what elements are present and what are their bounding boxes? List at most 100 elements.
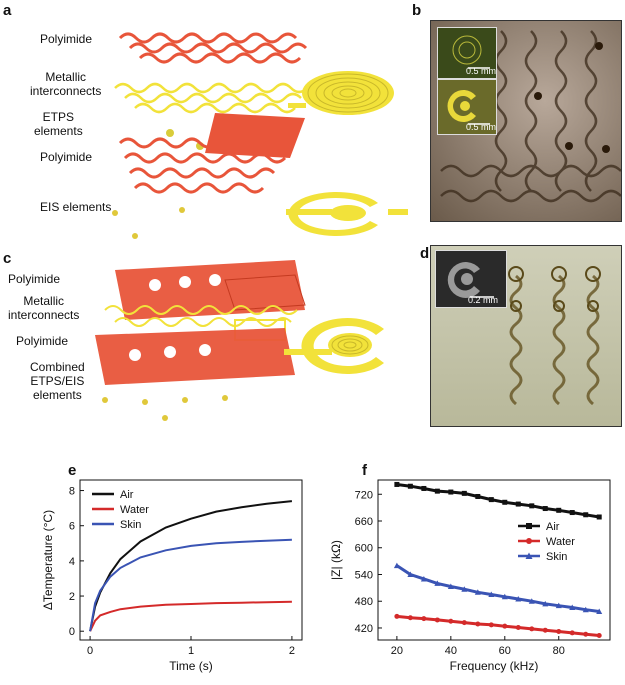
x-tick-label: 0 — [87, 645, 93, 657]
data-point-skin — [393, 562, 400, 569]
x-tick-label: 40 — [445, 645, 457, 657]
chart-e: 0 1 2 0 2 4 6 8 Time (s) ΔTemperature (°C) Air Wate… — [41, 479, 303, 673]
panel-letter-e: e — [68, 462, 77, 479]
y-tick-label: 720 — [355, 489, 373, 501]
data-point-water — [394, 613, 400, 619]
data-point-skin — [555, 602, 562, 609]
metallic-layer — [114, 82, 308, 114]
data-point-skin — [582, 606, 589, 613]
legend-marker — [526, 538, 532, 544]
series-line-air — [396, 483, 600, 519]
chart-f: 20 40 60 80 420 480 540 600 660 720 Frequency (kHz… — [330, 479, 611, 673]
data-point-air — [515, 501, 521, 507]
label-c-combined: Combined ETPS/EIS elements — [30, 360, 85, 402]
legend-label-air: Air — [546, 521, 560, 533]
data-point-air — [529, 503, 535, 509]
panel-letter-b: b — [412, 2, 422, 19]
x-tick-label: 20 — [391, 645, 403, 657]
photo-d: 0.2 mm — [430, 245, 622, 427]
data-point-air — [583, 512, 589, 518]
data-point-water — [529, 626, 535, 632]
y-tick-label: 2 — [69, 591, 75, 603]
data-point-skin — [501, 593, 508, 600]
panel-letter-f: f — [362, 462, 367, 479]
data-point-skin — [474, 589, 481, 595]
combined-elements-c — [102, 395, 228, 421]
photo-b-inset-bottom: 0.5 mm — [437, 79, 497, 135]
y-tick-label: 600 — [355, 543, 373, 555]
y-axis-label: ΔTemperature (°C) — [41, 510, 55, 610]
data-point-air — [475, 493, 481, 499]
polyimide-pad — [205, 113, 305, 158]
series-line-water — [89, 600, 292, 632]
x-axis-label: Time (s) — [169, 659, 213, 673]
legend-label-water: Water — [120, 504, 149, 516]
series-line-skin — [89, 538, 292, 632]
data-point-water — [515, 625, 521, 631]
scalebar-label-b-bottom: 0.5 mm — [466, 122, 497, 132]
series-line-water — [396, 614, 600, 637]
label-a-etps: ETPS elements — [34, 110, 83, 138]
eis-ring-element — [286, 192, 408, 236]
y-tick-label: 8 — [69, 486, 75, 498]
data-point-water — [475, 621, 481, 627]
panel-letter-c: c — [3, 250, 12, 267]
data-point-skin — [434, 580, 441, 586]
y-axis-label: |Z| (kΩ) — [330, 540, 343, 580]
label-a-polyimide-bottom: Polyimide — [40, 150, 93, 164]
data-point-water — [542, 627, 548, 633]
photo-d-inset: 0.2 mm — [435, 250, 507, 308]
legend-marker — [525, 552, 533, 559]
data-point-water — [502, 623, 508, 629]
data-point-water — [421, 616, 427, 622]
legend-marker — [526, 523, 532, 529]
legend-label-skin: Skin — [546, 551, 567, 563]
data-point-air — [434, 488, 440, 494]
photo-b-inset-top: 0.5 mm — [437, 27, 497, 79]
data-point-skin — [515, 595, 522, 602]
series-line-skin — [396, 564, 600, 613]
data-point-air — [394, 481, 400, 487]
x-tick-label: 2 — [289, 645, 295, 657]
legend-label-water: Water — [546, 536, 575, 548]
data-point-skin — [420, 575, 427, 582]
legend-label-air: Air — [120, 489, 134, 501]
y-tick-label: 4 — [69, 556, 75, 568]
x-axis-label: Frequency (kHz) — [450, 659, 539, 673]
data-point-skin — [447, 583, 454, 590]
data-point-skin — [542, 600, 549, 607]
x-tick-label: 1 — [188, 645, 194, 657]
legend-label-skin: Skin — [120, 519, 141, 531]
data-point-air — [502, 499, 508, 505]
data-point-water — [434, 617, 440, 623]
data-point-skin — [569, 604, 576, 610]
label-a-eis: EIS elements — [40, 200, 112, 214]
scalebar-label-b-top: 0.5 mm — [466, 66, 497, 76]
panel-letter-a: a — [3, 2, 12, 19]
polyimide-layer-top — [118, 32, 308, 64]
data-point-water — [583, 631, 589, 637]
data-point-air — [488, 497, 494, 503]
polyimide-layer-c-top — [115, 260, 306, 320]
data-point-water — [488, 622, 494, 628]
label-c-polyimide-top: Polyimide — [8, 272, 61, 286]
eis-elements — [112, 207, 185, 239]
panel-letter-d: d — [420, 245, 430, 262]
data-point-water — [461, 620, 467, 626]
data-point-skin — [528, 598, 535, 604]
data-point-water — [569, 630, 575, 636]
x-tick-label: 60 — [499, 645, 511, 657]
label-a-polyimide-top: Polyimide — [40, 32, 93, 46]
data-point-air — [407, 483, 413, 489]
photo-b-serpentines — [440, 30, 621, 203]
data-point-air — [569, 510, 575, 516]
scalebar-label-d: 0.2 mm — [468, 295, 499, 305]
exploded-device-illustration-a — [112, 32, 408, 239]
photo-d-serpentines — [508, 266, 601, 406]
x-tick-label: 80 — [553, 645, 565, 657]
label-c-metallic: Metallic interconnects — [8, 294, 80, 322]
photo-b: 0.5 mm 0.5 mm — [430, 20, 622, 222]
data-point-air — [448, 489, 454, 495]
y-tick-label: 6 — [69, 521, 75, 533]
polyimide-layer-c-bottom — [95, 328, 295, 385]
